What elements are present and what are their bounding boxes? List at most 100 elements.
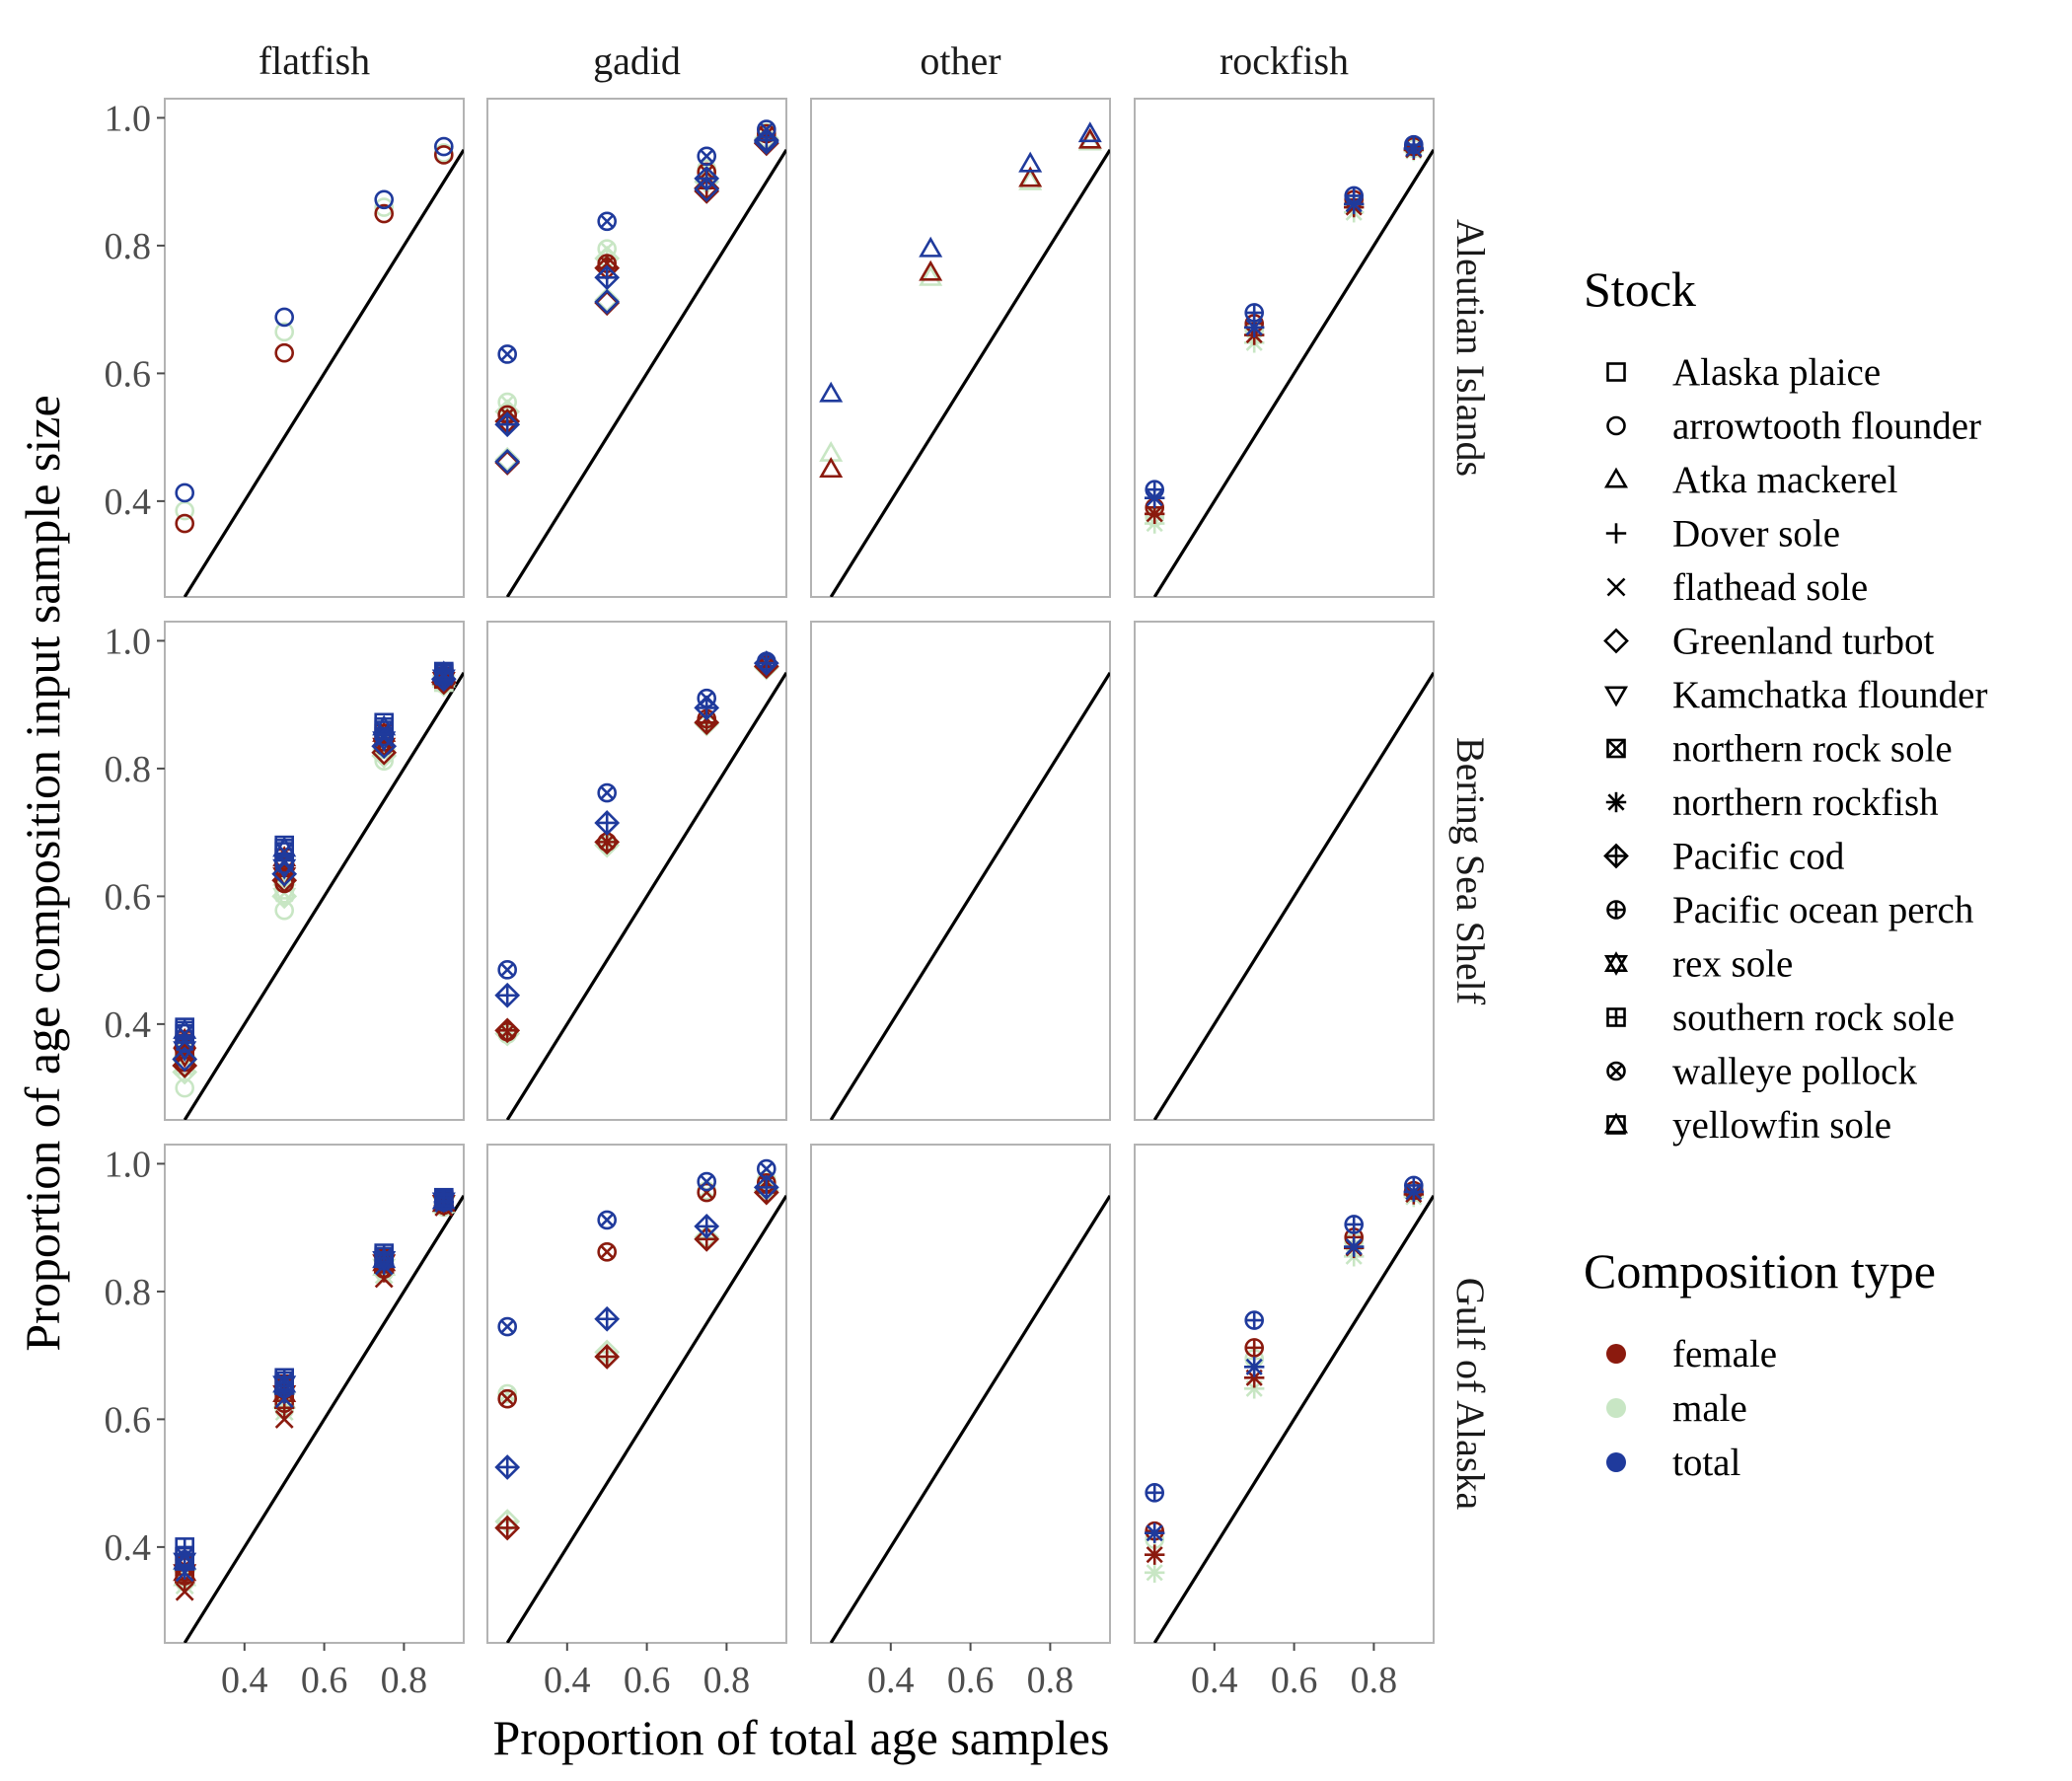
legend-stock-label: walleye pollock xyxy=(1672,1051,1917,1093)
marker-triangle xyxy=(919,264,943,286)
data-point xyxy=(271,860,298,887)
marker-stroke xyxy=(600,1244,615,1259)
y-tick-label: 1.0 xyxy=(105,98,152,139)
panel-data xyxy=(1145,134,1424,534)
panel-border xyxy=(164,1144,465,1644)
marker-stroke xyxy=(274,1409,294,1429)
y-axis-title: Proportion of age composition input samp… xyxy=(15,395,70,1351)
legend-stock-key xyxy=(1606,415,1626,436)
marker-circle xyxy=(433,145,454,165)
data-point xyxy=(433,145,454,165)
panel-border xyxy=(164,98,465,598)
marker-triangle xyxy=(272,836,297,857)
legend-stock-item: flathead sole xyxy=(1606,566,1868,609)
x-axis-title: Proportion of total age samples xyxy=(493,1710,1110,1765)
facet-panel xyxy=(486,621,787,1121)
data-point xyxy=(697,688,717,708)
marker-diamond xyxy=(494,448,521,475)
marker-diamond xyxy=(1603,628,1629,654)
x-tick-label: 0.8 xyxy=(381,1660,428,1701)
marker-circle xyxy=(697,1171,717,1192)
data-point xyxy=(594,1344,621,1370)
legend-composition-title: Composition type xyxy=(1584,1243,1936,1299)
data-point xyxy=(1244,1310,1264,1330)
legend-stock-label: Dover sole xyxy=(1672,513,1840,556)
facet-panel xyxy=(1134,98,1435,598)
panel-border xyxy=(1134,621,1435,1121)
data-point xyxy=(697,1171,717,1192)
legend-composition-label: male xyxy=(1672,1387,1747,1430)
marker-stroke xyxy=(700,149,714,164)
marker-stroke xyxy=(600,785,615,800)
data-point xyxy=(1145,1522,1165,1543)
panel-border xyxy=(486,98,787,598)
data-point xyxy=(274,342,295,363)
data-point xyxy=(1244,1357,1265,1377)
marker-triangle xyxy=(919,260,943,281)
legend-stock-key xyxy=(1603,467,1629,488)
data-point xyxy=(694,1213,720,1239)
marker-triangle xyxy=(1603,686,1629,707)
data-point xyxy=(919,260,943,281)
data-point xyxy=(497,1021,518,1042)
facet-panel xyxy=(810,621,1111,1121)
marker-stroke xyxy=(1607,793,1625,811)
legend-composition-key xyxy=(1606,1452,1626,1472)
marker-diamond xyxy=(753,129,779,155)
legend-stock-key xyxy=(1603,686,1629,707)
data-point xyxy=(697,146,717,167)
panel-border xyxy=(486,1144,787,1644)
data-point xyxy=(756,1158,777,1179)
legend-stock-key xyxy=(1603,843,1629,869)
panel-data xyxy=(172,660,457,1098)
marker-square xyxy=(1606,362,1626,382)
facet-row-label: Gulf of Alaska xyxy=(1448,1278,1493,1511)
data-point xyxy=(433,1187,454,1208)
legend-stock-item: Atka mackerel xyxy=(1603,459,1898,501)
y-tick-label: 1.0 xyxy=(105,1144,152,1185)
marker-circle xyxy=(175,482,194,503)
marker-circle xyxy=(274,900,295,921)
legend-stock-key xyxy=(1603,1112,1629,1135)
marker-stroke xyxy=(500,347,515,361)
data-point xyxy=(374,197,395,217)
marker-stroke xyxy=(1609,1064,1623,1078)
marker-circle xyxy=(697,1182,717,1203)
legend-stock-key xyxy=(1606,362,1626,382)
panel-data xyxy=(494,650,779,1047)
marker-stroke xyxy=(700,691,714,705)
y-tick-label: 0.4 xyxy=(105,1004,152,1046)
marker-circle xyxy=(175,513,194,534)
data-point xyxy=(1244,303,1264,323)
facet-column-label: other xyxy=(920,38,1000,83)
marker-circle xyxy=(497,1388,518,1409)
legend-stock-item: yellowfin sole xyxy=(1603,1104,1891,1147)
data-point xyxy=(1077,121,1102,143)
marker-diamond xyxy=(594,288,621,315)
marker-triangle xyxy=(1603,954,1629,976)
marker-stroke xyxy=(500,962,515,977)
data-point xyxy=(494,411,521,438)
reference-line xyxy=(505,671,786,1120)
x-tick-label: 0.4 xyxy=(867,1660,915,1701)
panel-border xyxy=(810,98,1111,598)
legend-stock-label: Alaska plaice xyxy=(1672,351,1881,394)
legend-stock-key xyxy=(1603,951,1629,976)
facet-column-label: gadid xyxy=(593,38,681,83)
legend-stock-label: northern rock sole xyxy=(1672,728,1953,771)
legend-stock-item: Alaska plaice xyxy=(1606,351,1881,394)
data-point xyxy=(594,288,621,315)
marker-stroke xyxy=(500,1391,515,1406)
panel-data xyxy=(173,1187,456,1601)
reference-line xyxy=(829,671,1110,1120)
data-point xyxy=(1018,169,1043,190)
x-tick-label: 0.6 xyxy=(624,1660,671,1701)
marker-triangle xyxy=(1077,121,1102,143)
legend-composition-key xyxy=(1606,1344,1626,1364)
legend-stock-label: Pacific ocean perch xyxy=(1672,889,1973,931)
x-tick-label: 0.6 xyxy=(947,1660,995,1701)
y-tick-label: 0.4 xyxy=(105,482,152,523)
reference-line xyxy=(183,1194,464,1643)
data-point xyxy=(919,236,943,258)
